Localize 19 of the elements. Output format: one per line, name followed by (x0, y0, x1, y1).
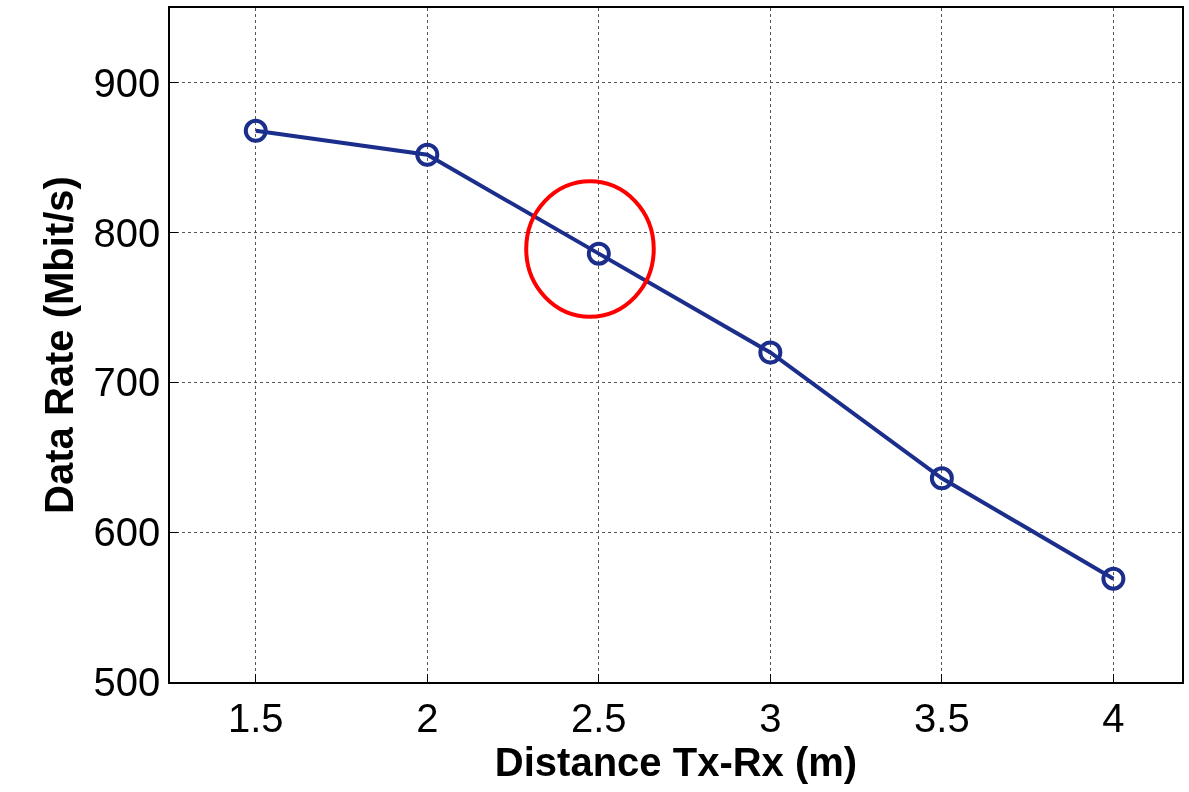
x-tick-label: 4 (1102, 695, 1125, 740)
y-axis-title: Data Rate (Mbit/s) (36, 176, 81, 514)
point (1101, 566, 1126, 591)
y-tick-label: 900 (93, 60, 161, 105)
x-tick-label: 2 (416, 695, 439, 740)
point (758, 340, 783, 365)
y-tick-label: 500 (93, 660, 161, 704)
point (415, 142, 440, 167)
point (586, 241, 611, 266)
x-tick-label: 3.5 (914, 695, 970, 740)
y-tick-label: 700 (93, 360, 161, 405)
x-tick-label: 3 (759, 695, 782, 740)
x-tick-label: 1.5 (227, 695, 284, 740)
x-axis-title: Distance Tx-Rx (m) (494, 739, 858, 784)
x-tick-label: 2.5 (571, 695, 627, 740)
y-tick-label: 800 (93, 210, 161, 255)
point (243, 118, 268, 143)
point (929, 466, 954, 491)
y-tick-label: 600 (93, 510, 161, 555)
